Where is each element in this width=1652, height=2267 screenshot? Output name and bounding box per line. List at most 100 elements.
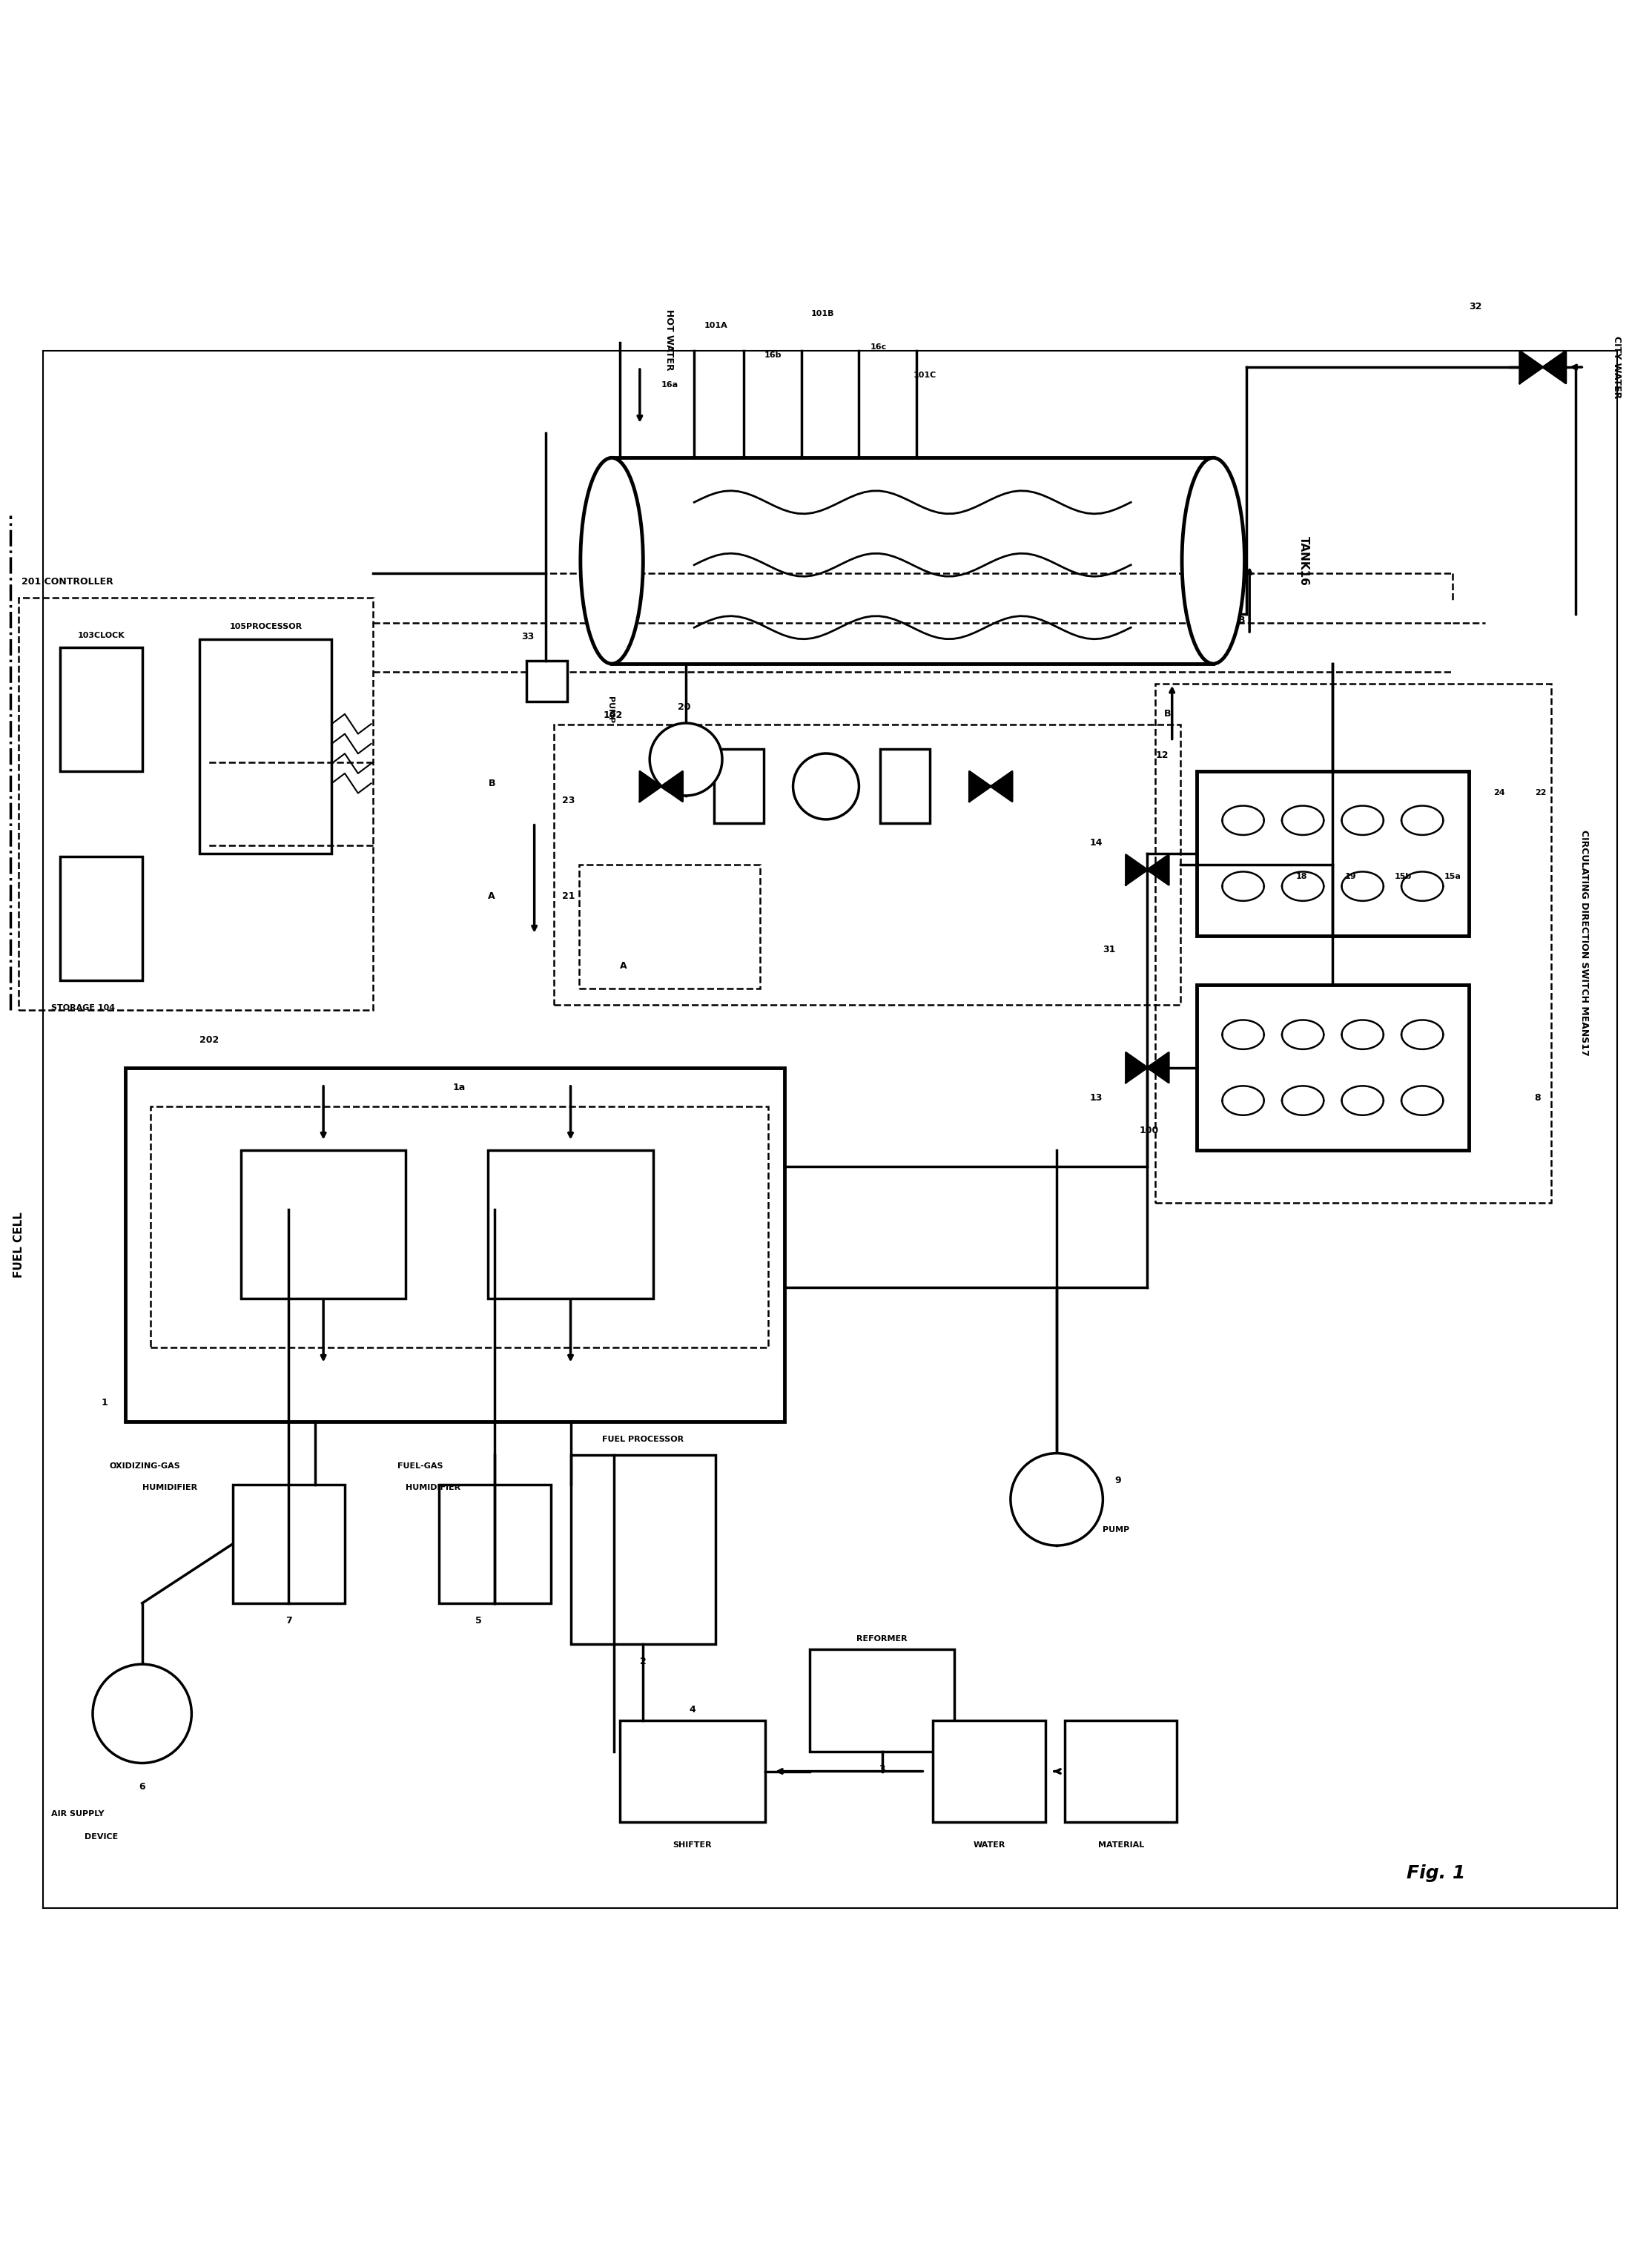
Text: 16a: 16a xyxy=(661,381,677,388)
Bar xyxy=(525,660,567,703)
Polygon shape xyxy=(991,771,1013,803)
Bar xyxy=(570,1455,715,1644)
Polygon shape xyxy=(1520,351,1543,383)
Text: 9: 9 xyxy=(1115,1476,1120,1485)
Text: A: A xyxy=(620,961,628,970)
Text: PUMP: PUMP xyxy=(606,696,615,723)
Text: REFORMER: REFORMER xyxy=(857,1635,907,1644)
Text: DEVICE: DEVICE xyxy=(84,1834,117,1841)
Polygon shape xyxy=(661,771,682,803)
Text: 105PROCESSOR: 105PROCESSOR xyxy=(230,623,302,630)
Text: 100: 100 xyxy=(1140,1127,1158,1136)
Text: 13: 13 xyxy=(1090,1093,1102,1102)
Bar xyxy=(881,748,930,823)
Text: 21: 21 xyxy=(562,891,575,900)
Bar xyxy=(233,1485,345,1603)
Text: 24: 24 xyxy=(1493,789,1505,796)
Bar xyxy=(241,1149,406,1299)
Text: 12: 12 xyxy=(1156,750,1168,759)
Text: 1a: 1a xyxy=(453,1084,466,1093)
Circle shape xyxy=(93,1664,192,1764)
Text: MATERIAL: MATERIAL xyxy=(1099,1841,1145,1848)
Circle shape xyxy=(1011,1453,1104,1546)
Polygon shape xyxy=(1148,1052,1168,1084)
Bar xyxy=(439,1485,550,1603)
Bar xyxy=(150,1106,768,1349)
Bar xyxy=(1196,986,1469,1149)
Text: FUEL PROCESSOR: FUEL PROCESSOR xyxy=(603,1435,684,1444)
Bar xyxy=(714,748,763,823)
Polygon shape xyxy=(1543,351,1566,383)
Polygon shape xyxy=(1148,855,1168,884)
Bar xyxy=(18,598,373,1009)
Bar xyxy=(809,1650,955,1752)
Bar xyxy=(611,458,1213,664)
Text: 4: 4 xyxy=(689,1705,695,1714)
Text: STORAGE 104: STORAGE 104 xyxy=(51,1004,116,1011)
Text: CITY WATER: CITY WATER xyxy=(1612,336,1622,399)
Text: SHIFTER: SHIFTER xyxy=(672,1841,712,1848)
Text: FUEL-GAS: FUEL-GAS xyxy=(398,1462,443,1469)
Bar xyxy=(553,725,1180,1004)
Text: 16c: 16c xyxy=(871,342,887,351)
Text: WATER: WATER xyxy=(973,1841,1004,1848)
Polygon shape xyxy=(970,771,991,803)
Text: 202: 202 xyxy=(200,1036,220,1045)
Bar xyxy=(200,639,332,852)
Text: A: A xyxy=(489,891,496,900)
Text: PUMP: PUMP xyxy=(1104,1526,1130,1535)
Text: 22: 22 xyxy=(1535,789,1546,796)
Polygon shape xyxy=(639,771,661,803)
Text: 33: 33 xyxy=(520,632,534,642)
Text: B: B xyxy=(489,780,496,789)
Bar xyxy=(1196,771,1469,936)
Text: 101C: 101C xyxy=(914,372,937,379)
Polygon shape xyxy=(1127,1052,1148,1084)
Text: B: B xyxy=(1163,710,1171,719)
Text: 15b: 15b xyxy=(1394,873,1412,880)
Bar xyxy=(59,648,142,771)
Text: 32: 32 xyxy=(1469,302,1482,311)
Text: HUMIDIFIER: HUMIDIFIER xyxy=(142,1483,197,1492)
Ellipse shape xyxy=(580,458,643,664)
Bar xyxy=(933,1721,1046,1823)
Text: 31: 31 xyxy=(1104,945,1115,954)
Text: 8: 8 xyxy=(1535,1093,1541,1102)
Text: 3: 3 xyxy=(879,1764,885,1773)
Text: 6: 6 xyxy=(139,1782,145,1791)
Text: 16b: 16b xyxy=(765,351,781,358)
Bar xyxy=(126,1068,785,1421)
Polygon shape xyxy=(1127,855,1148,884)
Text: FUEL CELL: FUEL CELL xyxy=(13,1213,25,1279)
Bar xyxy=(620,1721,765,1823)
Text: 20: 20 xyxy=(677,703,691,712)
Text: HOT WATER: HOT WATER xyxy=(664,308,674,372)
Text: 23: 23 xyxy=(562,796,575,805)
Text: 101B: 101B xyxy=(811,311,834,317)
Ellipse shape xyxy=(1181,458,1244,664)
Text: 101A: 101A xyxy=(704,322,727,329)
Text: 19: 19 xyxy=(1345,873,1356,880)
Text: 102: 102 xyxy=(603,712,623,721)
Bar xyxy=(1156,685,1551,1204)
Text: 2: 2 xyxy=(639,1657,646,1666)
Text: 14: 14 xyxy=(1090,839,1102,848)
Text: 15a: 15a xyxy=(1444,873,1460,880)
Text: AIR SUPPLY: AIR SUPPLY xyxy=(51,1809,104,1818)
Text: 18: 18 xyxy=(1295,873,1307,880)
Text: Fig. 1: Fig. 1 xyxy=(1406,1863,1465,1882)
Text: HUMIDIFIER: HUMIDIFIER xyxy=(406,1483,461,1492)
Circle shape xyxy=(649,723,722,796)
Bar xyxy=(59,857,142,979)
Text: OXIDIZING-GAS: OXIDIZING-GAS xyxy=(109,1462,180,1469)
Text: TANK16: TANK16 xyxy=(1298,535,1310,585)
Text: 201 CONTROLLER: 201 CONTROLLER xyxy=(21,578,114,587)
Text: B: B xyxy=(1237,614,1246,626)
Text: 5: 5 xyxy=(476,1616,481,1625)
Circle shape xyxy=(793,753,859,818)
Bar xyxy=(1066,1721,1176,1823)
Bar xyxy=(489,1149,653,1299)
Text: 103CLOCK: 103CLOCK xyxy=(78,632,124,639)
Bar xyxy=(578,864,760,988)
Text: 1: 1 xyxy=(101,1399,107,1408)
